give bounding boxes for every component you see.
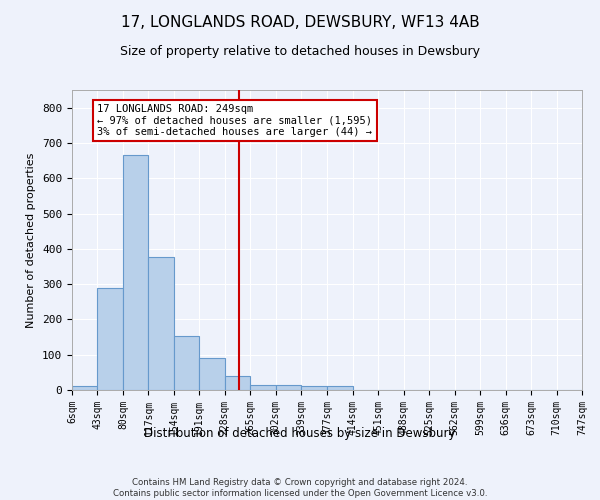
Bar <box>123 156 148 390</box>
Bar <box>97 288 123 390</box>
Text: Contains HM Land Registry data © Crown copyright and database right 2024.
Contai: Contains HM Land Registry data © Crown c… <box>113 478 487 498</box>
Bar <box>174 336 199 390</box>
Text: 17 LONGLANDS ROAD: 249sqm
← 97% of detached houses are smaller (1,595)
3% of sem: 17 LONGLANDS ROAD: 249sqm ← 97% of detac… <box>97 104 373 138</box>
Bar <box>199 358 225 390</box>
Y-axis label: Number of detached properties: Number of detached properties <box>26 152 37 328</box>
Bar <box>301 386 326 390</box>
Text: 17, LONGLANDS ROAD, DEWSBURY, WF13 4AB: 17, LONGLANDS ROAD, DEWSBURY, WF13 4AB <box>121 15 479 30</box>
Bar <box>250 384 276 390</box>
Text: Distribution of detached houses by size in Dewsbury: Distribution of detached houses by size … <box>144 428 456 440</box>
Bar <box>276 384 301 390</box>
Bar <box>225 376 250 390</box>
Bar <box>72 386 97 390</box>
Bar <box>328 386 353 390</box>
Text: Size of property relative to detached houses in Dewsbury: Size of property relative to detached ho… <box>120 45 480 58</box>
Bar <box>148 256 174 390</box>
